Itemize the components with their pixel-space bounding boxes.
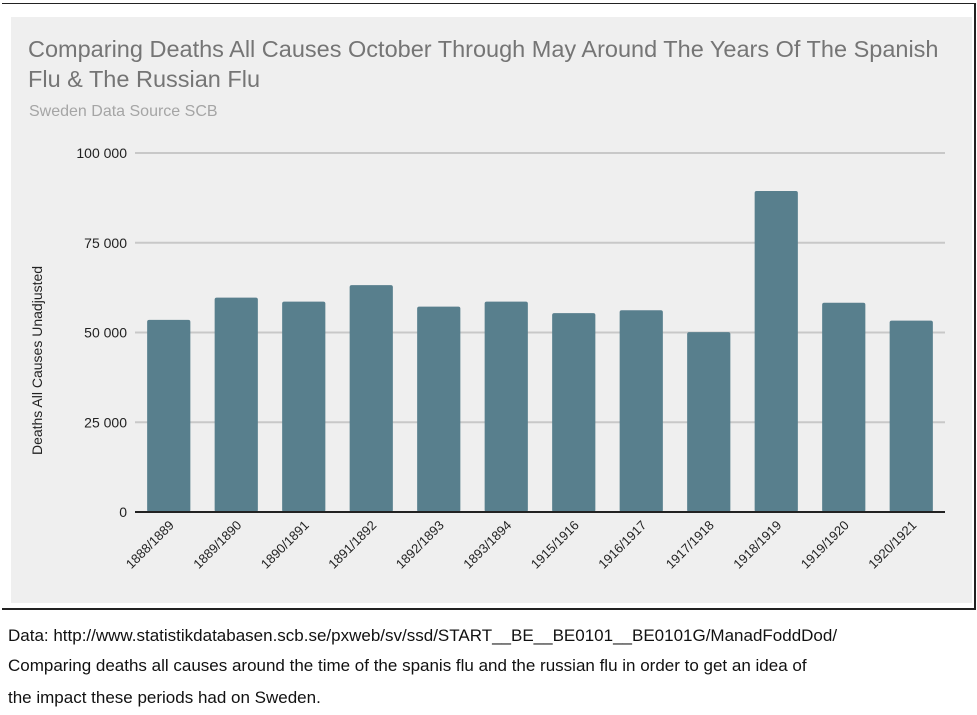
bar-1916-1917: [619, 310, 663, 512]
y-axis-label: Deaths All Causes Unadjusted: [29, 266, 45, 455]
x-tick-label: 1919/1920: [798, 518, 852, 572]
bar-1919-1920: [822, 302, 866, 512]
y-tick-label: 100 000: [76, 145, 127, 161]
x-tick-label: 1920/1921: [865, 518, 919, 572]
caption-data-source: Data: http://www.statistikdatabasen.scb.…: [8, 626, 838, 645]
x-tick-label: 1893/1894: [460, 518, 514, 572]
x-tick-label: 1891/1892: [325, 518, 379, 572]
bar-chart: 0 25 000 50 000 75 000 100 000 1888/1889 1889…: [29, 145, 945, 572]
bar-1917-1918: [687, 332, 731, 512]
caption-description-line-1: Comparing deaths all causes around the t…: [8, 656, 807, 675]
caption-description-line-2: the impact these periods had on Sweden.: [8, 688, 321, 707]
more-options-icon[interactable]: ⋮: [972, 14, 977, 28]
y-tick-label: 75 000: [84, 235, 127, 251]
x-tick-label: 1916/1917: [595, 518, 649, 572]
y-tick-label: 50 000: [84, 325, 127, 341]
x-tick-label: 1888/1889: [123, 518, 177, 572]
bar-1890-1891: [282, 301, 326, 512]
bar-1918-1919: [754, 191, 798, 512]
x-tick-label: 1918/1919: [730, 518, 784, 572]
x-tick-label: 1917/1918: [663, 518, 717, 572]
bar-1891-1892: [349, 285, 393, 512]
x-tick-label: 1889/1890: [190, 518, 244, 572]
bar-1889-1890: [214, 297, 258, 512]
x-tick-label: 1890/1891: [258, 518, 312, 572]
bar-1920-1921: [889, 320, 933, 512]
bar-1893-1894: [484, 301, 528, 512]
bar-1888-1889: [147, 319, 191, 512]
x-tick-label: 1915/1916: [528, 518, 582, 572]
chart-title: Comparing Deaths All Causes October Thro…: [28, 36, 939, 92]
y-tick-label: 0: [119, 504, 127, 520]
x-tick-label: 1892/1893: [393, 518, 447, 572]
bar-1915-1916: [552, 313, 596, 512]
y-tick-label: 25 000: [84, 414, 127, 430]
bar-1892-1893: [417, 306, 461, 512]
chart-subtitle: Sweden Data Source SCB: [29, 103, 218, 120]
